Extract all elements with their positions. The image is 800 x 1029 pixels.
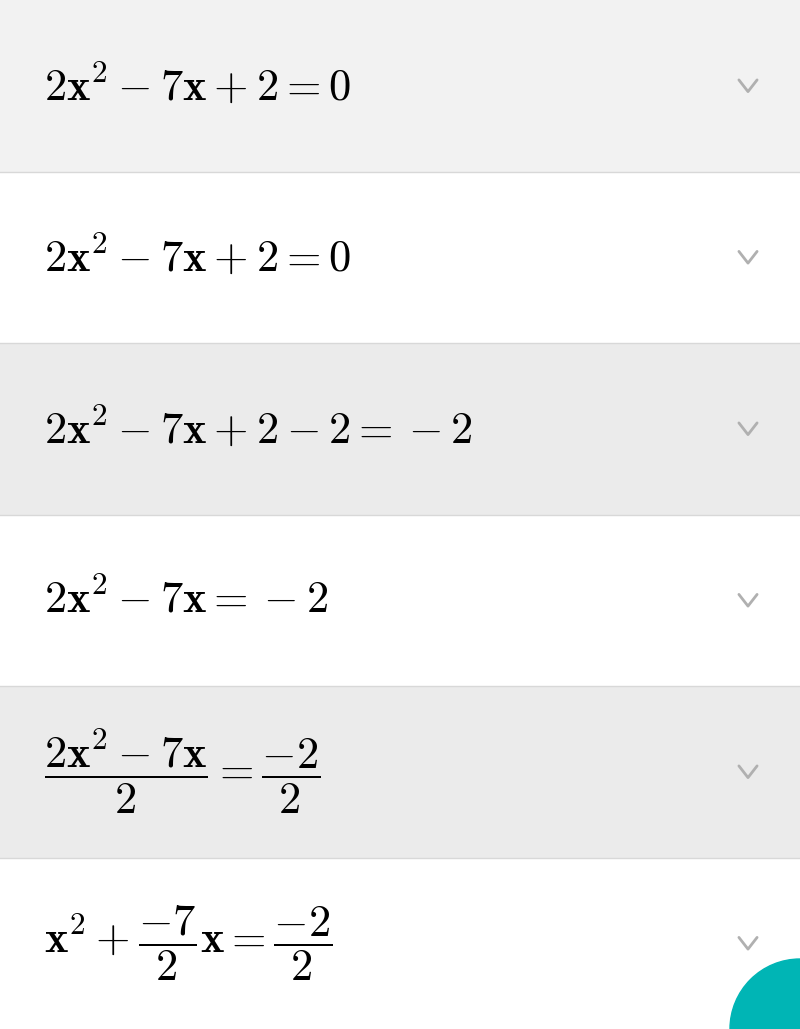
Bar [0,514,800,686]
Text: $\mathbf{2x^2 - 7x + 2 = 0}$: $\mathbf{2x^2 - 7x + 2 = 0}$ [44,235,351,280]
Bar [0,0,800,172]
Text: $\mathbf{2x^2 - 7x = -2}$: $\mathbf{2x^2 - 7x = -2}$ [44,578,328,622]
Bar [0,172,800,343]
Text: $\mathbf{2x^2 - 7x + 2 - 2 = -2}$: $\mathbf{2x^2 - 7x + 2 - 2 = -2}$ [44,406,473,452]
Bar [0,857,800,1029]
Bar [0,686,800,857]
Text: $\mathbf{x^2 + \dfrac{-7}{2}x = \dfrac{-2}{2}}$: $\mathbf{x^2 + \dfrac{-7}{2}x = \dfrac{-… [44,903,333,983]
Circle shape [730,959,800,1029]
Bar [0,343,800,514]
Text: $\mathbf{2x^2 - 7x + 2 = 0}$: $\mathbf{2x^2 - 7x + 2 = 0}$ [44,63,351,108]
Text: $\mathbf{\dfrac{2x^2 - 7x}{2} = \dfrac{-2}{2}}$: $\mathbf{\dfrac{2x^2 - 7x}{2} = \dfrac{-… [44,728,320,816]
